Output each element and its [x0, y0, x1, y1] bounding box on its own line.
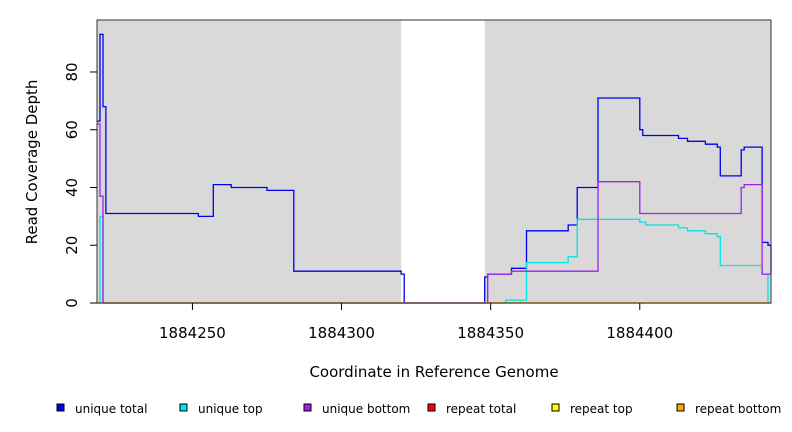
series-line-unique-total	[97, 33, 772, 304]
plot-frame	[96, 19, 772, 304]
y-tick-label: 0	[63, 298, 81, 308]
y-tick-label: 80	[63, 62, 81, 81]
y-axis-title: Read Coverage Depth	[23, 80, 41, 245]
x-axis-title: Coordinate in Reference Genome	[309, 363, 558, 381]
y-tick-label: 40	[63, 178, 81, 197]
x-tick-label: 1884350	[457, 324, 524, 342]
y-tick-label: 60	[63, 120, 81, 139]
legend-swatch-repeat-top	[551, 403, 560, 412]
x-axis: 1884250 1884300 1884350 1884400	[159, 303, 673, 342]
legend-label-unique-bottom: unique bottom	[322, 402, 410, 416]
plot-background	[97, 20, 771, 303]
legend-label-repeat-total: repeat total	[446, 402, 516, 416]
y-axis: 0 20 40 60 80	[63, 62, 97, 308]
legend-swatch-unique-bottom	[303, 403, 312, 412]
legend-label-repeat-top: repeat top	[570, 402, 633, 416]
series-line-unique-bottom	[97, 123, 771, 304]
x-tick-label: 1884400	[606, 324, 673, 342]
legend: unique total unique top unique bottom repea…	[56, 402, 781, 416]
legend-swatch-repeat-bottom	[676, 403, 685, 412]
legend-swatch-unique-top	[179, 403, 188, 412]
legend-label-unique-total: unique total	[75, 402, 147, 416]
x-tick-label: 1884250	[159, 324, 226, 342]
legend-swatch-unique-total	[56, 403, 65, 412]
shaded-region-1	[484, 20, 771, 303]
x-tick-label: 1884300	[308, 324, 375, 342]
legend-label-unique-top: unique top	[198, 402, 263, 416]
y-tick-label: 20	[63, 236, 81, 255]
legend-label-repeat-bottom: repeat bottom	[695, 402, 781, 416]
shaded-region-0	[97, 20, 402, 303]
legend-swatch-repeat-total	[427, 403, 436, 412]
